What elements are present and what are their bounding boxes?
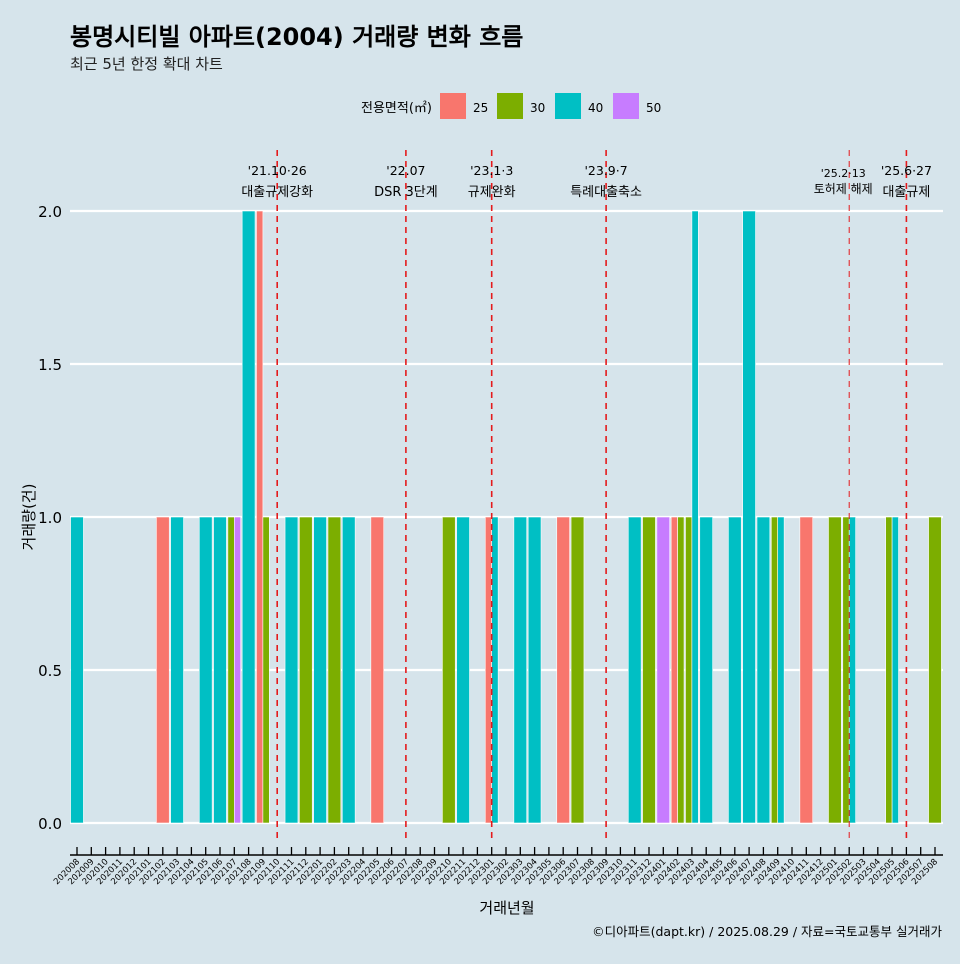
bar-202401-50 [656,516,671,824]
bar-202203-40 [341,516,356,824]
bar-202301-40 [491,516,499,824]
bar-202205-25 [370,516,385,824]
legend-label-25: 25 [473,101,488,115]
bar-202409-30 [770,516,779,824]
event-date: '22.07 [386,163,425,178]
y-tick-label: 0.5 [38,662,62,680]
bars [70,210,942,824]
event-label: DSR 3단계 [374,185,438,200]
bar-202502-40 [848,516,856,824]
bar-202008-40 [70,516,84,824]
event-label: 규제완화 [468,185,516,200]
bar-202505-40 [891,516,899,824]
event-date: '21.10·26 [248,163,307,178]
bar-202301-25 [484,516,493,824]
bar-202102-25 [156,516,170,824]
legend-swatch-25 [440,93,466,119]
y-axis-label: 거래량(건) [20,484,38,551]
bar-202407-40 [742,210,756,824]
y-tick-label: 2.0 [38,203,62,221]
event-date: '25.6·27 [881,163,932,178]
chart-subtitle: 최근 5년 한정 확대 차트 [70,55,223,73]
event-lines: '21.10·26 대출규제강화 '22.07 DSR 3단계 '23.1·3 규제완화 '… [241,150,932,843]
bar-202108-40 [241,210,256,824]
bar-202307-30 [570,516,585,824]
y-tick-label: 1.0 [38,509,62,527]
bar-202508-30 [928,516,942,824]
x-axis-label: 거래년월 [479,899,534,917]
y-axis: 0.0 0.5 1.0 1.5 2.0 [38,203,62,833]
bar-202202-30 [327,516,342,824]
bar-202501-30 [828,516,842,824]
bar-202303-40 [513,516,528,824]
legend: 전용면적(㎡) 25 30 40 50 [361,93,661,119]
bar-202105-40 [198,516,213,824]
bar-202106-40 [213,516,227,824]
bar-202505-30 [885,516,893,824]
bar-202107-30 [227,516,235,824]
y-tick-label: 1.5 [38,356,62,374]
bar-202109-25 [256,210,264,824]
event-date: '23.1·3 [470,163,513,178]
event-label: 토허제 해제 [814,182,873,196]
bar-202408-40 [756,516,771,824]
bar-202109-30 [262,516,270,824]
y-tick-label: 0.0 [38,815,62,833]
legend-label-40: 40 [588,101,603,115]
bar-202502-30 [842,516,850,824]
bar-202201-40 [313,516,327,824]
bar-202112-30 [299,516,313,824]
legend-label-50: 50 [646,101,661,115]
bar-202403-30 [685,516,693,824]
bar-202210-30 [442,516,456,824]
legend-swatch-40 [555,93,581,119]
bar-202406-40 [728,516,742,824]
event-date: '25.2·13 [821,167,866,180]
bar-202306-25 [556,516,570,824]
event-label: 특례대출축소 [570,185,642,200]
bar-202403-40 [691,210,699,824]
bar-202312-30 [642,516,656,824]
bar-202304-40 [527,516,542,824]
event-date: '23.9·7 [584,163,627,178]
bar-202404-40 [699,516,713,824]
bar-202311-40 [627,516,642,824]
caption: ©디아파트(dapt.kr) / 2025.08.29 / 자료=국토교통부 실… [592,924,942,939]
bar-202402-30 [677,516,685,824]
bar-202411-25 [799,516,814,824]
bar-202402-25 [670,516,678,824]
bar-202211-40 [456,516,470,824]
legend-swatch-50 [613,93,639,119]
event-label: 대출규제 [882,185,930,200]
bar-202107-50 [234,516,242,824]
legend-title: 전용면적(㎡) [361,101,432,116]
bar-202111-40 [284,516,299,824]
event-label: 대출규제강화 [241,185,313,200]
bar-202409-40 [777,516,785,824]
legend-swatch-30 [497,93,523,119]
chart-title: 봉명시티빌 아파트(2004) 거래량 변화 흐름 [70,23,523,51]
bar-202103-40 [170,516,184,824]
legend-label-30: 30 [530,101,545,115]
